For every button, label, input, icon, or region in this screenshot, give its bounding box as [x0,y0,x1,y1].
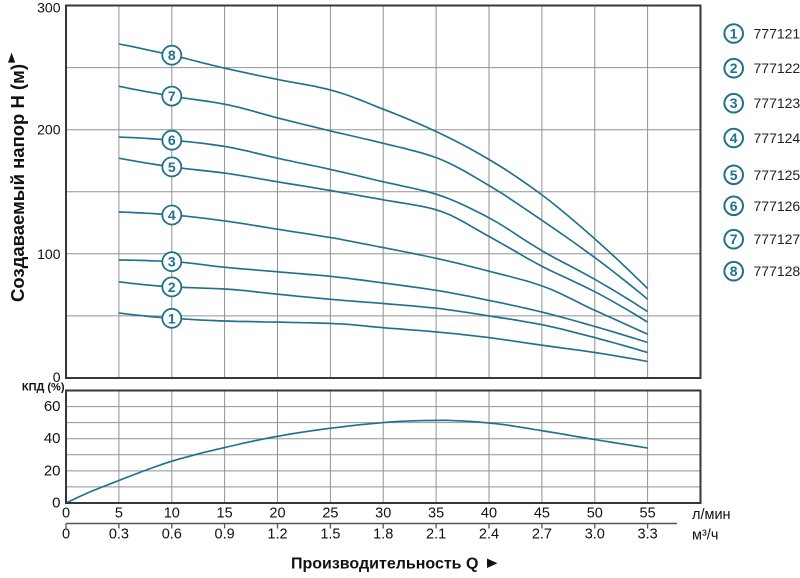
svg-text:8: 8 [730,263,738,279]
svg-text:5: 5 [168,159,176,175]
svg-text:25: 25 [322,506,338,522]
svg-text:45: 45 [534,506,550,522]
svg-text:40: 40 [44,430,61,447]
svg-text:40: 40 [481,506,497,522]
svg-text:777125: 777125 [754,167,800,183]
svg-text:7: 7 [730,231,738,247]
svg-text:3: 3 [168,254,176,270]
svg-text:КПД (%): КПД (%) [22,382,65,394]
svg-text:л/мин: л/мин [692,507,731,523]
svg-text:6: 6 [730,198,738,214]
svg-text:20: 20 [269,506,285,522]
svg-text:1.5: 1.5 [320,527,340,543]
svg-text:0.3: 0.3 [109,527,129,543]
svg-text:7: 7 [168,88,176,104]
svg-text:Производительность Q: Производительность Q [291,556,478,573]
svg-text:777124: 777124 [754,130,800,146]
svg-text:2.4: 2.4 [479,527,499,543]
svg-text:50: 50 [587,506,603,522]
svg-text:3.3: 3.3 [638,527,658,543]
svg-text:1: 1 [168,310,176,326]
svg-text:м³/ч: м³/ч [692,528,718,544]
svg-text:3.0: 3.0 [585,527,605,543]
svg-text:1.8: 1.8 [373,527,393,543]
svg-text:1: 1 [730,26,738,42]
svg-text:777127: 777127 [754,231,800,247]
svg-text:4: 4 [168,207,176,223]
svg-text:0.6: 0.6 [162,527,182,543]
svg-text:20: 20 [44,462,61,479]
svg-text:2.1: 2.1 [426,527,446,543]
svg-text:60: 60 [44,398,61,415]
svg-text:300: 300 [37,0,61,16]
svg-text:Создаваемый напор H (м): Создаваемый напор H (м) [7,64,28,302]
svg-text:0: 0 [62,506,70,522]
svg-text:777121: 777121 [754,26,800,42]
svg-text:5: 5 [115,506,123,522]
svg-text:10: 10 [164,506,180,522]
svg-text:2: 2 [730,60,738,76]
svg-text:15: 15 [217,506,233,522]
svg-text:777123: 777123 [754,95,800,111]
svg-text:100: 100 [37,246,61,262]
svg-text:0: 0 [52,495,60,512]
svg-text:777128: 777128 [754,263,800,279]
svg-text:6: 6 [168,132,176,148]
svg-text:3: 3 [730,95,738,111]
svg-text:30: 30 [375,506,391,522]
svg-text:4: 4 [730,130,738,146]
svg-text:8: 8 [168,47,176,63]
svg-text:200: 200 [37,122,61,138]
svg-text:777122: 777122 [754,60,800,76]
svg-text:0: 0 [62,527,70,543]
svg-text:5: 5 [730,167,738,183]
svg-text:2.7: 2.7 [532,527,552,543]
svg-text:1.2: 1.2 [267,527,287,543]
svg-text:2: 2 [168,279,176,295]
svg-text:777126: 777126 [754,198,800,214]
svg-text:35: 35 [428,506,444,522]
svg-text:0.9: 0.9 [215,527,235,543]
svg-text:55: 55 [640,506,656,522]
